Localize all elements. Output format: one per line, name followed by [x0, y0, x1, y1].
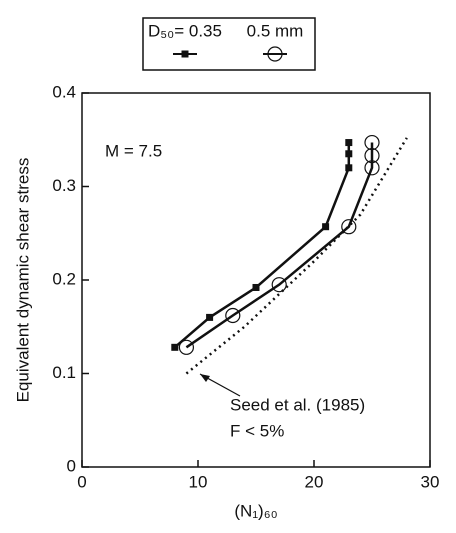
marker	[267, 46, 283, 62]
x-tick-label: 10	[189, 472, 208, 491]
marker	[364, 134, 380, 151]
annotation: F < 5%	[230, 421, 284, 440]
marker	[178, 339, 194, 355]
x-axis-label: (N₁)₆₀	[234, 501, 277, 520]
marker	[364, 148, 380, 164]
y-axis-label: Equivalent dynamic shear stress	[13, 158, 32, 403]
legend-label: D₅₀= 0.35	[148, 21, 222, 40]
marker	[345, 164, 353, 172]
marker	[364, 160, 380, 176]
x-tick-label: 20	[305, 472, 324, 491]
x-tick-label: 30	[421, 472, 440, 491]
arrow-head	[200, 374, 210, 382]
series-line	[173, 142, 351, 349]
marker	[181, 50, 189, 58]
reference-curve	[185, 137, 408, 375]
y-tick-label: 0.2	[52, 269, 76, 288]
y-tick-label: 0	[67, 456, 76, 475]
x-tick-label: 0	[77, 472, 86, 491]
marker	[252, 283, 260, 291]
annotation: M = 7.5	[105, 141, 162, 160]
y-tick-label: 0.4	[52, 82, 76, 101]
legend-label: 0.5 mm	[247, 21, 304, 40]
marker	[345, 139, 353, 147]
marker	[171, 343, 179, 351]
marker	[271, 277, 287, 293]
y-tick-label: 0.3	[52, 176, 76, 195]
marker	[345, 150, 353, 158]
marker	[341, 219, 357, 235]
series-line	[185, 142, 374, 349]
marker	[225, 307, 241, 324]
legend-box	[142, 17, 316, 71]
y-tick-label: 0.1	[52, 363, 76, 382]
annotation: Seed et al. (1985)	[230, 395, 365, 414]
marker	[322, 223, 330, 231]
marker	[206, 313, 214, 321]
